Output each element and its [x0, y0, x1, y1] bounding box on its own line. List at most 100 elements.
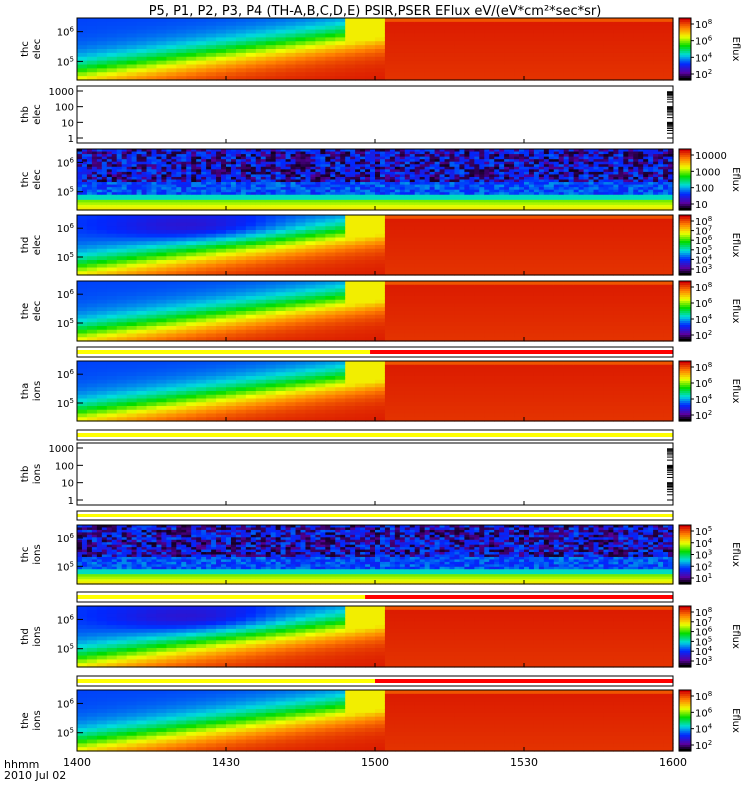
panel-probe-label: thd [20, 237, 31, 254]
colorbar-tick-label: 108 [695, 18, 712, 31]
colorbar-tick-label: 104 [695, 253, 713, 266]
flag-bar-frame [76, 510, 674, 521]
colorbar-label: Eflux [730, 233, 741, 258]
colorbar-tick-label: 108 [695, 361, 712, 374]
panel-4: the elec 108 106 104 102 Eflux 106 105 [20, 280, 741, 342]
colorbar: 10000 1000 100 10 Eflux [678, 148, 741, 211]
colorbar-tick-label: 108 [695, 690, 712, 703]
y-tick-label: 105 [57, 560, 74, 573]
colorbar-tick-label: 10000 [695, 151, 727, 162]
colorbar-tick-label: 106 [695, 706, 713, 719]
x-tick-label: 1530 [510, 756, 538, 769]
quality-flag-segment [77, 595, 366, 599]
x-tick-label: 1600 [659, 756, 687, 769]
quality-flag-segment [77, 679, 375, 683]
y-tick-label: 106 [57, 613, 75, 626]
y-tick-label: 106 [57, 288, 75, 301]
colorbar-tick-label: 10 [695, 200, 708, 211]
colorbar-tick-label: 106 [695, 234, 713, 247]
panel-probe-label: thb [20, 466, 31, 483]
colorbar-label: Eflux [730, 624, 741, 649]
colorbar-tick-label: 108 [695, 281, 712, 294]
panel-species-label: ions [32, 464, 43, 484]
y-tick-label: 100 [55, 103, 74, 114]
colorbar-tick-label: 108 [695, 606, 712, 619]
colorbar-tick-label: 102 [695, 68, 712, 81]
panel-probe-label: thc [20, 547, 31, 563]
colorbar-tick-label: 104 [695, 313, 713, 326]
panel-probe-label: thb [20, 106, 31, 123]
panel-11 [76, 591, 674, 603]
panel-1: thb elec 1000 100 10 1 [20, 85, 674, 145]
colorbar-label: Eflux [730, 299, 741, 324]
y-tick-label: 10 [61, 479, 74, 490]
panel-probe-label: thc [20, 172, 31, 188]
colorbar-label: Eflux [730, 708, 741, 733]
flag-bar-frame [76, 591, 674, 603]
colorbar-tick-label: 107 [695, 616, 712, 629]
panel-13 [76, 675, 674, 687]
panel-probe-label: tha [20, 383, 31, 399]
y-tick-label: 105 [57, 643, 74, 656]
spectrogram-image [77, 215, 674, 276]
colorbar: 108 106 104 102 Eflux [678, 360, 741, 422]
y-tick-label: 106 [57, 222, 75, 235]
panel-species-label: elec [32, 104, 43, 125]
panel-species-label: elec [32, 301, 43, 322]
panel-species-label: ions [32, 544, 43, 564]
panel-species-label: ions [32, 626, 43, 646]
colorbar-tick-label: 100 [695, 184, 714, 195]
spectrogram-image [77, 690, 674, 752]
colorbar-tick-label: 105 [695, 525, 712, 538]
panel-2: thc elec 10000 1000 100 10 Eflux 106 105 [20, 148, 741, 211]
colorbar-tick-label: 104 [695, 723, 713, 736]
quality-flag-segment [375, 679, 673, 683]
quality-flag-segment [77, 433, 673, 437]
quality-flag-segment [77, 514, 673, 517]
y-tick-label: 100 [55, 461, 74, 472]
date-label: 2010 Jul 02 [4, 769, 66, 782]
panel-probe-label: thd [20, 628, 31, 645]
panel-species-label: elec [32, 235, 43, 256]
colorbar: 108 106 104 102 Eflux [678, 689, 741, 752]
spectrogram-image [77, 525, 674, 585]
colorbar-label: Eflux [730, 542, 741, 567]
panel-7 [76, 429, 674, 441]
y-tick-label: 106 [57, 368, 75, 381]
colorbar-tick-label: 1000 [695, 167, 720, 178]
y-tick-label: 1 [68, 134, 74, 145]
empty-plot-area [77, 86, 673, 143]
panel-9 [76, 510, 674, 521]
spectrogram-image [77, 606, 674, 668]
panel-14: the ions 108 106 104 102 Eflux 106 105 [20, 689, 741, 752]
panel-species-label: elec [32, 39, 43, 60]
spectrogram-image [77, 149, 674, 211]
panel-species-label: elec [32, 169, 43, 190]
colorbar-label: Eflux [730, 37, 741, 62]
y-tick-label: 1000 [49, 87, 74, 98]
colorbar-tick-label: 102 [695, 329, 712, 342]
colorbar-tick-label: 102 [695, 409, 712, 422]
spectrogram-image [77, 361, 674, 422]
colorbar-tick-label: 106 [695, 626, 713, 639]
colorbar-tick-label: 103 [695, 655, 712, 668]
panel-probe-label: the [20, 712, 31, 728]
y-tick-label: 106 [57, 697, 75, 710]
panel-probe-label: the [20, 303, 31, 319]
spectrogram-image [77, 18, 674, 81]
quality-flag-segment [370, 350, 673, 354]
y-tick-label: 105 [57, 397, 74, 410]
colorbar-label: Eflux [730, 379, 741, 404]
figure-title: P5, P1, P2, P3, P4 (TH-A,B,C,D,E) PSIR,P… [149, 4, 602, 19]
time-axis-unit-label: hhmm [4, 758, 39, 771]
colorbar-tick-label: 102 [695, 560, 712, 573]
colorbar-tick-label: 102 [695, 739, 712, 752]
colorbar-tick-label: 105 [695, 244, 712, 257]
x-tick-label: 1400 [63, 756, 91, 769]
flag-bar-frame [76, 429, 674, 441]
colorbar-tick-label: 106 [695, 35, 713, 48]
